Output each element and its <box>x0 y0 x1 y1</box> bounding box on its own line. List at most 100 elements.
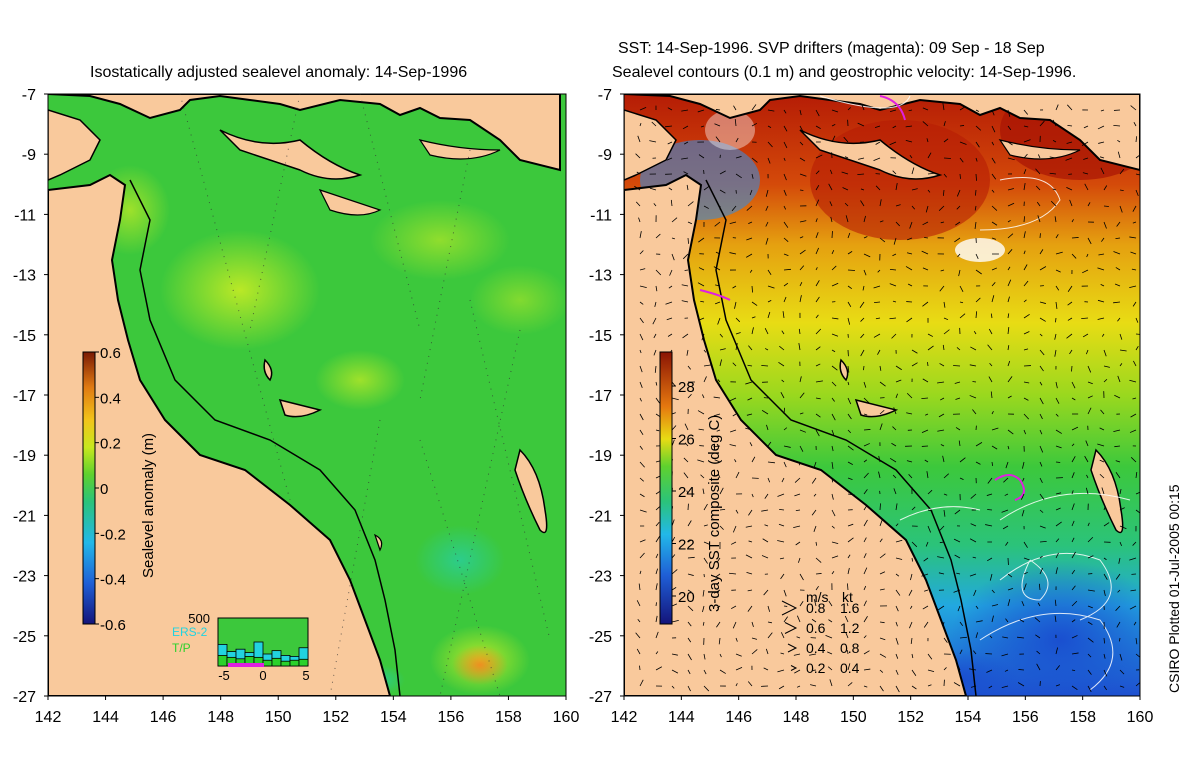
histogram-x-tick-label: -5 <box>218 668 230 683</box>
right-x-tick-label: 158 <box>1069 709 1096 726</box>
velocity-arrow <box>1115 573 1121 580</box>
velocity-arrow <box>639 665 641 671</box>
velocity-arrow <box>829 201 833 207</box>
velocity-arrow <box>639 477 644 482</box>
right-land-png <box>624 94 1140 172</box>
velocity-arrow <box>1039 249 1044 255</box>
velocity-arrow <box>682 253 689 260</box>
velocity-arrow <box>751 157 758 163</box>
velocity-arrow <box>1119 205 1123 213</box>
velocity-arrow <box>879 571 886 575</box>
velocity-arrow <box>844 615 849 623</box>
velocity-arrow <box>1021 600 1025 607</box>
velocity-arrow <box>1023 571 1028 575</box>
velocity-arrow <box>873 333 881 338</box>
velocity-arrow <box>847 537 854 543</box>
velocity-arrow <box>1023 299 1027 303</box>
velocity-arrow <box>959 301 964 304</box>
velocity-arrow <box>842 187 849 191</box>
velocity-arrow <box>943 157 951 159</box>
velocity-arrow <box>860 349 865 357</box>
velocity-arrow <box>878 471 881 479</box>
velocity-arrow <box>717 317 721 325</box>
velocity-arrow <box>927 525 931 533</box>
velocity-arrow <box>991 173 997 180</box>
right-y-tick-label: -13 <box>589 268 612 285</box>
velocity-arrow <box>1103 637 1106 644</box>
velocity-arrow <box>863 472 869 479</box>
velocity-arrow <box>815 185 820 191</box>
velocity-arrow <box>1115 267 1121 271</box>
velocity-arrow <box>1135 492 1140 495</box>
velocity-arrow <box>955 221 961 226</box>
velocity-arrow <box>863 567 868 575</box>
velocity-arrow <box>714 123 721 127</box>
velocity-arrow <box>879 553 886 559</box>
velocity-arrow <box>1087 237 1092 245</box>
velocity-arrow <box>938 205 945 211</box>
velocity-arrow <box>746 205 753 211</box>
velocity-arrow <box>922 378 929 383</box>
velocity-arrow <box>815 247 819 255</box>
velocity-arrow <box>1114 445 1121 448</box>
velocity-arrow <box>1007 202 1015 207</box>
velocity-arrow <box>895 393 898 399</box>
velocity-arrow <box>783 445 791 448</box>
velocity-arrow <box>831 493 834 500</box>
right-x-tick-label: 150 <box>840 709 867 726</box>
velocity-arrow <box>991 267 998 271</box>
velocity-arrow <box>922 605 929 610</box>
velocity-arrow <box>845 632 849 639</box>
velocity-arrow <box>847 650 849 655</box>
velocity-arrow <box>751 649 758 655</box>
velocity-arrow <box>954 381 961 384</box>
velocity-arrow <box>1113 301 1121 304</box>
velocity-arrow <box>655 666 663 671</box>
velocity-arrow <box>937 381 945 384</box>
velocity-arrow <box>636 171 641 175</box>
velocity-arrow <box>1055 269 1061 273</box>
velocity-arrow <box>1081 141 1089 146</box>
velocity-arrow <box>1129 379 1137 383</box>
velocity-arrow <box>863 650 870 655</box>
left-colorbar-tick-label: 0.4 <box>100 390 121 407</box>
velocity-arrow <box>719 525 724 530</box>
left-x-tick-label: 158 <box>495 709 522 726</box>
velocity-arrow <box>975 632 979 639</box>
velocity-arrow <box>942 344 945 351</box>
velocity-arrow <box>799 141 804 146</box>
velocity-arrow <box>714 459 721 463</box>
velocity-arrow <box>969 364 977 367</box>
velocity-arrow <box>895 221 900 227</box>
velocity-arrow <box>671 412 676 415</box>
left-colorbar-tick-label: -0.2 <box>100 526 126 543</box>
right-y-tick-label: -25 <box>589 629 612 646</box>
velocity-legend-ms: 0.4 <box>806 640 826 656</box>
velocity-arrow <box>671 425 677 431</box>
velocity-arrow <box>767 300 772 303</box>
velocity-arrow <box>845 215 849 223</box>
velocity-arrow <box>844 156 849 159</box>
velocity-arrow <box>719 653 722 658</box>
velocity-arrow <box>957 664 961 671</box>
velocity-arrow <box>1119 541 1122 547</box>
velocity-arrow <box>1100 409 1105 415</box>
velocity-arrow <box>943 493 948 496</box>
velocity-arrow <box>1023 216 1025 223</box>
histogram-x-tick-label: 0 <box>259 668 266 683</box>
velocity-arrow <box>1055 381 1058 389</box>
right-x-tick-label: 156 <box>1012 709 1039 726</box>
velocity-arrow <box>879 588 885 591</box>
velocity-arrow <box>831 265 837 271</box>
velocity-arrow <box>713 445 721 448</box>
velocity-arrow <box>1054 599 1057 607</box>
velocity-arrow <box>748 509 753 516</box>
velocity-arrow <box>669 269 673 276</box>
velocity-arrow <box>655 269 662 276</box>
velocity-arrow <box>926 138 929 143</box>
velocity-arrow <box>1101 487 1105 495</box>
velocity-arrow <box>1099 459 1105 463</box>
velocity-arrow <box>783 125 788 132</box>
velocity-arrow <box>1086 253 1089 258</box>
left-colorbar-tick-label: -0.4 <box>100 572 126 589</box>
